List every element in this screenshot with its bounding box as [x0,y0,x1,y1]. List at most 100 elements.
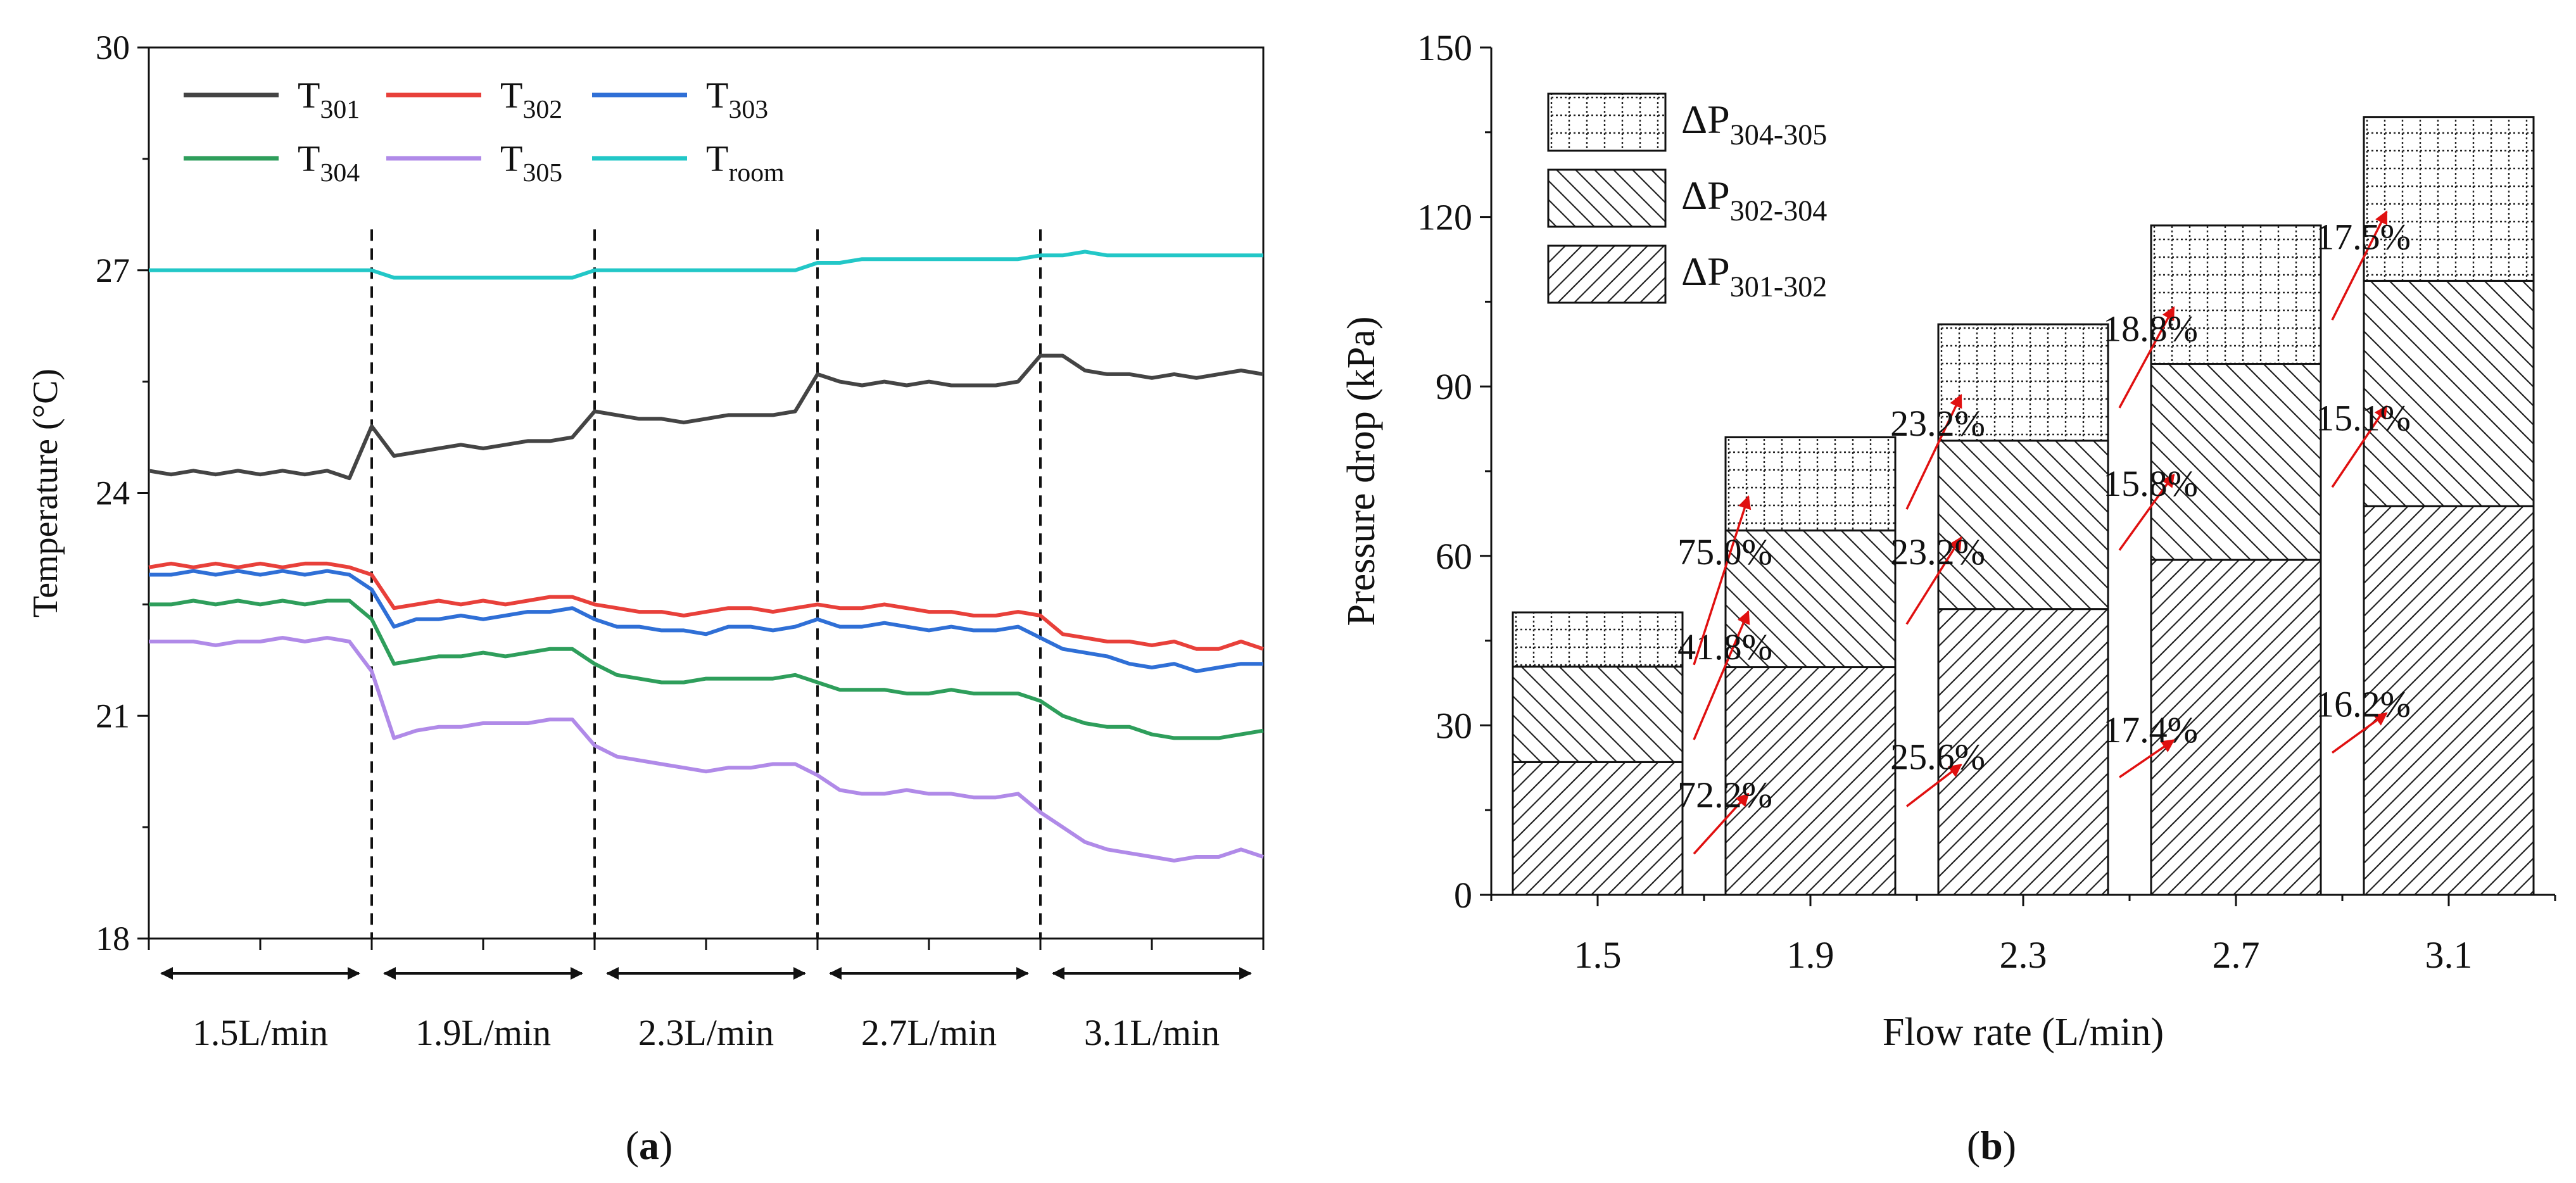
panel-a-legend-label: T304 [298,138,360,187]
panel-b-x-tick-label: 1.9 [1787,934,1834,976]
panel-b-y-axis-label: Pressure drop (kPa) [1340,316,1383,626]
panel-b-x-ticks: 1.5 1.9 2.3 2.7 3.1 [1490,895,2556,976]
panel-b-bar-segment [2150,224,2322,365]
panel-b-y-tick-label: 90 [1436,366,1472,407]
panel-b-annotation-label: 17.4% [2103,709,2198,750]
panel-a-legend-label-subscript: 301 [320,95,360,124]
panel-b-annotation-label: 75.0% [1677,531,1772,573]
panel-b-stacked-bars [1512,116,2535,896]
panel-b-bar-segment [1512,611,1684,668]
panel-b-y-tick-label: 150 [1417,27,1472,68]
panel-a-legend-label-subscript: 302 [522,95,562,124]
panel-a-period-markers: 1.5L/min 1.9L/min 2.3L/min 2.7L/min 3.1L/min [160,967,1252,1053]
panel-b-bar-segment [1512,761,1684,896]
panel-b-bar-segment [1724,436,1897,532]
panel-a-line-t303 [149,569,1263,673]
panel-b-annotation-label: 25.6% [1890,736,1985,777]
panel-a-line-t304 [149,598,1264,740]
panel-a-legend-label: Troom [706,138,785,187]
panel-a-legend-label-main: T [298,75,320,116]
panel-b-y-tick-label: 0 [1454,875,1472,916]
panel-a-legend-label-main: T [706,138,728,179]
panel-b-legend-label-subscript: 304-305 [1730,118,1828,151]
panel-b: 0 30 60 90 120 150 1.5 1.9 2.3 2.7 3.1 72.2% 41.8%… [1340,27,2556,1168]
panel-b-legend-label-subscript: 302-304 [1730,194,1828,227]
panel-a-y-axis-label: Temperature (°C) [26,369,65,617]
panel-b-y-tick-label: 30 [1436,705,1472,746]
panel-a-caption: (a) [626,1123,673,1168]
panel-a-y-tick-label: 18 [96,920,130,958]
panel-a-legend-label: T303 [706,75,768,124]
panel-b-y-tick-label: 120 [1417,197,1472,238]
panel-b-legend-label-main: ΔP [1681,249,1730,294]
panel-b-bar-segment [2363,116,2535,282]
panel-a-y-tick-label: 24 [96,474,130,512]
panel-a-period-label: 2.7L/min [861,1012,997,1053]
panel-b-bar-segment [2363,279,2535,507]
panel-a-line-troom [149,250,1263,280]
panel-b-annotation-label: 16.2% [2316,683,2411,724]
panel-a-legend-label-main: T [500,75,522,116]
panel-b-annotation-arrow [1905,536,1962,625]
panel-b-bar-segment [1724,666,1897,896]
panel-a-period-label: 2.3L/min [638,1012,774,1053]
panel-b-bar-segment [2363,505,2535,896]
panel-a-legend-label-subscript: 304 [320,158,360,187]
panel-a-line-t305 [149,636,1264,863]
panel-b-bar-segment [1937,440,2109,610]
panel-a-period-boundaries [370,229,1042,939]
panel-a-legend-label-main: T [706,75,728,116]
panel-b-annotation-label: 18.8% [2103,308,2198,350]
panel-a-line-t301 [148,353,1264,481]
panel-b-y-ticks: 0 30 60 90 120 150 [1417,27,1491,916]
panel-b-annotation-arrow [2331,210,2388,321]
panel-b-annotation-arrow [2118,473,2175,551]
panel-a-legend-label-subscript: room [728,158,784,187]
panel-a-legend-label-main: T [298,138,320,179]
panel-a-legend-label-subscript: 305 [522,158,562,187]
panel-a-legend-label-main: T [500,138,522,179]
panel-b-x-tick-label: 2.7 [2213,934,2260,976]
panel-a-legend-label: T305 [500,138,562,187]
panel-b-bar-segment [2150,363,2322,561]
panel-b-annotation-label: 23.2% [1890,403,1985,444]
panel-b-caption-letter: b [1980,1123,2003,1168]
panel-b-legend-swatch [1547,244,1667,304]
panel-b-annotation-arrow [2331,405,2388,488]
panel-b-annotation-arrow [1693,610,1750,740]
panel-b-bar-segment [2150,559,2322,896]
panel-a-legend-label: T301 [298,75,360,124]
panel-b-percent-annotations: 72.2% 41.8% 75.0% 25.6% 23.2% 23.2% 17.4% 15.8%… [1677,210,2411,855]
panel-b-bar-segment [1937,608,2109,896]
panel-a-period-label: 3.1L/min [1084,1012,1220,1053]
panel-b-x-tick-label: 2.3 [2000,934,2047,976]
panel-b-caption: (b) [1967,1123,2016,1168]
panel-b-x-tick-label: 1.5 [1574,934,1622,976]
panel-a-period-label: 1.9L/min [415,1012,551,1053]
panel-b-annotation-arrow [1905,763,1962,807]
panel-a-y-ticks: 18 21 24 27 30 [96,28,149,958]
panel-b-annotation-label: 23.2% [1890,531,1985,573]
panel-b-annotation-label: 41.8% [1677,626,1772,667]
panel-b-annotation-label: 15.1% [2316,397,2411,438]
panel-b-legend-swatch [1547,168,1667,228]
panel-b-annotation-arrow [2119,739,2175,778]
panel-b-legend-label-main: ΔP [1681,173,1730,218]
panel-b-bar-segment [1724,529,1897,669]
panel-b-annotation-arrow [2118,306,2175,408]
panel-b-x-tick-label: 3.1 [2425,934,2473,976]
panel-b-x-axis-label: Flow rate (L/min) [1883,1011,2164,1054]
panel-a-y-tick-label: 21 [96,697,130,735]
panel-a-legend-label: T302 [500,75,562,124]
panel-a-series-lines [148,250,1264,863]
panel-b-annotation-arrow [1905,394,1962,510]
panel-b-bar-segment [1937,323,2109,442]
panel-b-y-tick-label: 60 [1436,536,1472,577]
panel-b-annotation-arrow [1693,495,1752,666]
panel-a-y-tick-label: 27 [96,251,130,289]
panel-b-annotation-arrow [1693,792,1750,855]
